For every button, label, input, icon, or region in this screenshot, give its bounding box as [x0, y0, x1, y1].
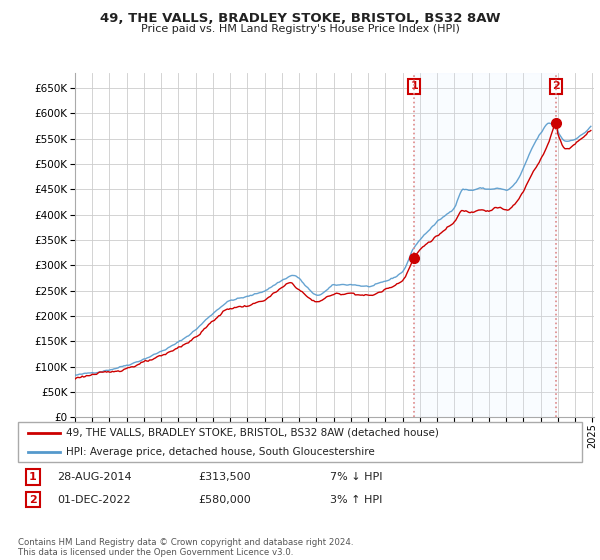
Text: 2: 2 [553, 81, 560, 91]
Text: 49, THE VALLS, BRADLEY STOKE, BRISTOL, BS32 8AW: 49, THE VALLS, BRADLEY STOKE, BRISTOL, B… [100, 12, 500, 25]
Text: £580,000: £580,000 [198, 494, 251, 505]
Text: Contains HM Land Registry data © Crown copyright and database right 2024.
This d: Contains HM Land Registry data © Crown c… [18, 538, 353, 557]
Text: 3% ↑ HPI: 3% ↑ HPI [330, 494, 382, 505]
Text: Price paid vs. HM Land Registry's House Price Index (HPI): Price paid vs. HM Land Registry's House … [140, 24, 460, 34]
Text: 01-DEC-2022: 01-DEC-2022 [57, 494, 131, 505]
Text: 1: 1 [410, 81, 418, 91]
Text: 2: 2 [29, 494, 37, 505]
Text: £313,500: £313,500 [198, 472, 251, 482]
FancyBboxPatch shape [18, 422, 582, 462]
Bar [414, 73, 556, 417]
Text: 7% ↓ HPI: 7% ↓ HPI [330, 472, 383, 482]
Text: 28-AUG-2014: 28-AUG-2014 [57, 472, 131, 482]
Text: HPI: Average price, detached house, South Gloucestershire: HPI: Average price, detached house, Sout… [66, 446, 374, 456]
Text: 1: 1 [29, 472, 37, 482]
Text: 49, THE VALLS, BRADLEY STOKE, BRISTOL, BS32 8AW (detached house): 49, THE VALLS, BRADLEY STOKE, BRISTOL, B… [66, 428, 439, 438]
